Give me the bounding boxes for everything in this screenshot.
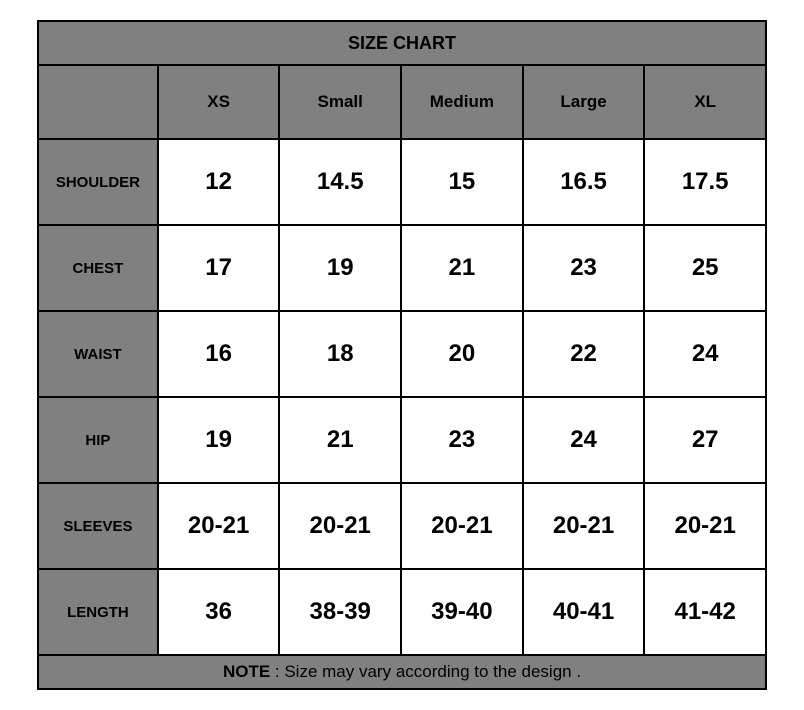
cell-value: 17.5 (644, 139, 766, 225)
cell-value: 20-21 (523, 483, 645, 569)
row-label-hip: HIP (38, 397, 158, 483)
table-row: WAIST 16 18 20 22 24 (38, 311, 766, 397)
cell-value: 39-40 (401, 569, 523, 655)
cell-value: 25 (644, 225, 766, 311)
table-row: LENGTH 36 38-39 39-40 40-41 41-42 (38, 569, 766, 655)
cell-value: 19 (158, 397, 280, 483)
col-header-large: Large (523, 65, 645, 139)
cell-value: 38-39 (279, 569, 401, 655)
note-row: NOTE : Size may vary according to the de… (38, 655, 766, 689)
table-row: SHOULDER 12 14.5 15 16.5 17.5 (38, 139, 766, 225)
table-row: HIP 19 21 23 24 27 (38, 397, 766, 483)
table-row: CHEST 17 19 21 23 25 (38, 225, 766, 311)
cell-value: 22 (523, 311, 645, 397)
col-header-xs: XS (158, 65, 280, 139)
cell-value: 36 (158, 569, 280, 655)
cell-value: 20-21 (158, 483, 280, 569)
table-row: SLEEVES 20-21 20-21 20-21 20-21 20-21 (38, 483, 766, 569)
cell-value: 41-42 (644, 569, 766, 655)
cell-value: 19 (279, 225, 401, 311)
row-label-chest: CHEST (38, 225, 158, 311)
cell-value: 17 (158, 225, 280, 311)
size-chart-table: SIZE CHART XS Small Medium Large XL SHOU… (37, 20, 767, 690)
cell-value: 23 (401, 397, 523, 483)
cell-value: 20-21 (279, 483, 401, 569)
cell-value: 16 (158, 311, 280, 397)
header-corner (38, 65, 158, 139)
row-label-waist: WAIST (38, 311, 158, 397)
cell-value: 20-21 (401, 483, 523, 569)
cell-value: 21 (279, 397, 401, 483)
row-label-sleeves: SLEEVES (38, 483, 158, 569)
col-header-small: Small (279, 65, 401, 139)
cell-value: 18 (279, 311, 401, 397)
cell-value: 27 (644, 397, 766, 483)
cell-value: 20 (401, 311, 523, 397)
cell-value: 21 (401, 225, 523, 311)
row-label-length: LENGTH (38, 569, 158, 655)
cell-value: 24 (644, 311, 766, 397)
col-header-medium: Medium (401, 65, 523, 139)
cell-value: 14.5 (279, 139, 401, 225)
chart-title: SIZE CHART (38, 21, 766, 65)
cell-value: 12 (158, 139, 280, 225)
cell-value: 16.5 (523, 139, 645, 225)
cell-value: 15 (401, 139, 523, 225)
cell-value: 24 (523, 397, 645, 483)
cell-value: 23 (523, 225, 645, 311)
col-header-xl: XL (644, 65, 766, 139)
note-label: NOTE (223, 662, 270, 681)
row-label-shoulder: SHOULDER (38, 139, 158, 225)
cell-value: 40-41 (523, 569, 645, 655)
note-text: : Size may vary according to the design … (270, 662, 581, 681)
cell-value: 20-21 (644, 483, 766, 569)
